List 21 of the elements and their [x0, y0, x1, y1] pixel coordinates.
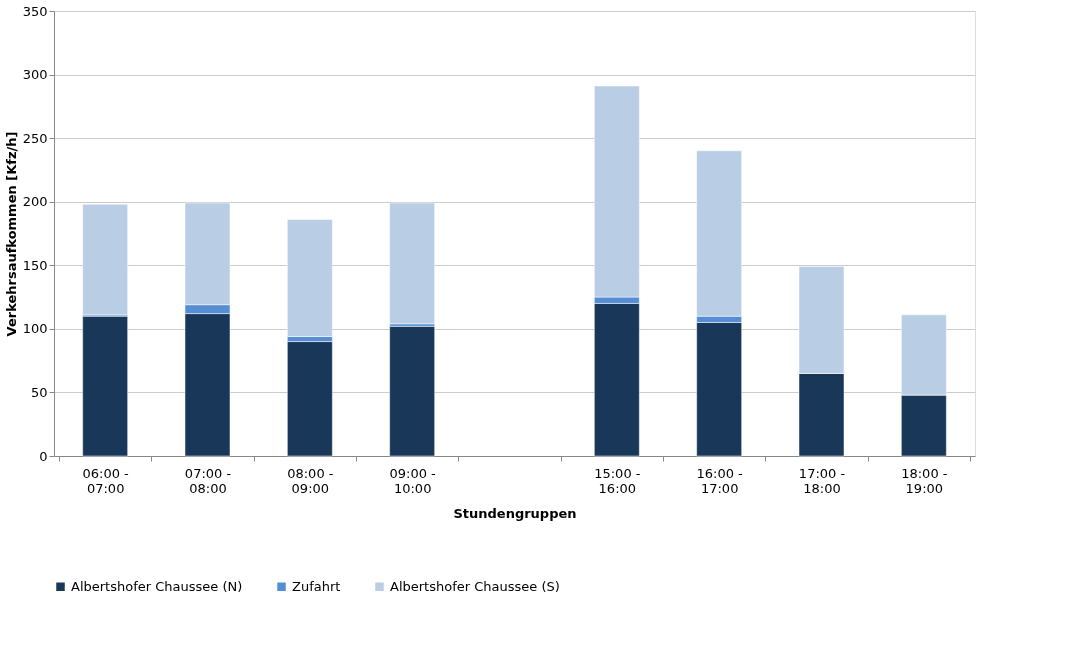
- x-tick-label: 15:00 - 16:00: [594, 465, 641, 496]
- y-tick-label: 150: [22, 257, 48, 273]
- y-tick-label: 350: [22, 3, 48, 19]
- y-tick-label: 0: [39, 448, 48, 464]
- x-tick-label: 08:00 - 09:00: [287, 465, 334, 496]
- x-tick-label: 06:00 - 07:00: [82, 465, 130, 496]
- x-axis-title: Stundengruppen: [453, 505, 577, 521]
- x-tick-label: 09:00 - 10:00: [389, 465, 437, 496]
- x-tick-label: 16:00 - 17:00: [696, 465, 744, 496]
- y-axis-title: Verkehrsaufkommen [Kfz/h]: [3, 131, 19, 337]
- legend-label: Albertshofer Chaussee (S): [390, 578, 560, 594]
- x-tick-label: 17:00 - 18:00: [798, 465, 846, 496]
- legend-label: Zufahrt: [292, 578, 341, 594]
- y-tick-label: 250: [22, 130, 48, 146]
- y-tick-label: 300: [22, 67, 48, 83]
- x-tick-label: 07:00 - 08:00: [184, 465, 232, 496]
- y-tick-label: 200: [22, 194, 48, 210]
- y-tick-label: 50: [30, 384, 48, 400]
- x-tick-label: 18:00 - 19:00: [901, 465, 948, 496]
- y-tick-label: 100: [22, 321, 48, 337]
- legend-label: Albertshofer Chaussee (N): [71, 578, 243, 594]
